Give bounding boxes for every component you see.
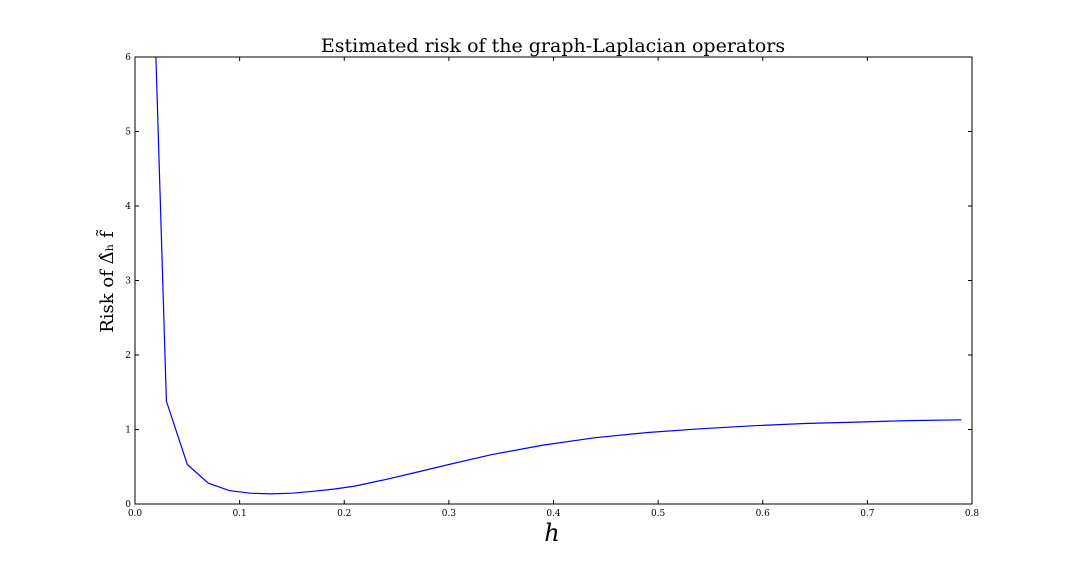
x-tick-label: 0.4 xyxy=(546,509,561,519)
x-axis-ticks: 0.0 0.1 0.2 0.3 0.4 0.5 0.6 0.7 0.8 xyxy=(128,57,980,519)
x-tick-label: 0.8 xyxy=(965,509,980,519)
y-tick-label: 5 xyxy=(125,128,131,138)
x-tick-label: 0.2 xyxy=(337,509,351,519)
series-line xyxy=(155,57,962,495)
y-tick-label: 3 xyxy=(125,277,131,287)
chart-title: Estimated risk of the graph-Laplacian op… xyxy=(321,35,785,57)
x-tick-label: 0.7 xyxy=(860,509,875,519)
y-tick-label: 0 xyxy=(125,500,131,510)
x-tick-label: 0.5 xyxy=(651,509,666,519)
series-layer xyxy=(155,57,962,495)
x-tick-label: 0.6 xyxy=(756,509,771,519)
plot-frame xyxy=(134,56,973,505)
x-tick-label: 0.0 xyxy=(128,509,143,519)
y-tick-label: 2 xyxy=(125,351,131,361)
y-axis-label: Risk of Δ̂ₕ f̃ xyxy=(95,229,118,332)
x-tick-label: 0.1 xyxy=(232,509,246,519)
x-axis-label: h xyxy=(544,519,559,547)
x-tick-label: 0.3 xyxy=(442,509,457,519)
y-tick-label: 6 xyxy=(125,53,131,63)
y-axis-ticks: 0 1 2 3 4 5 6 xyxy=(125,53,972,510)
y-tick-label: 4 xyxy=(125,202,131,212)
y-tick-label: 1 xyxy=(125,426,131,436)
